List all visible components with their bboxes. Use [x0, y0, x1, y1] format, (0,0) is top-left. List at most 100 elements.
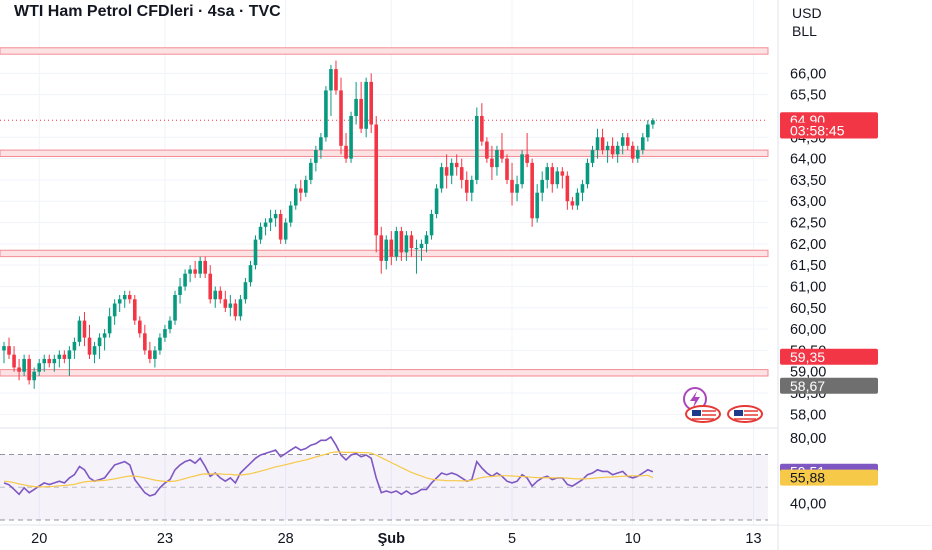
candle[interactable] [117, 295, 122, 313]
candle[interactable] [399, 226, 404, 261]
candle[interactable] [208, 265, 213, 304]
price-badge[interactable]: 03:58:45 [780, 122, 878, 139]
candle[interactable] [268, 209, 273, 232]
support-resistance-zone[interactable] [0, 47, 769, 55]
candle[interactable] [213, 286, 218, 308]
us-flag-event-icon[interactable] [727, 405, 763, 423]
candle[interactable] [293, 184, 298, 210]
candle[interactable] [148, 341, 152, 364]
candle[interactable] [409, 231, 414, 257]
candle[interactable] [575, 188, 580, 210]
candle[interactable] [374, 115, 379, 253]
candle[interactable] [646, 120, 650, 142]
candle[interactable] [339, 77, 343, 155]
rsi-value-badge[interactable]: 55,88 [780, 469, 878, 486]
candle[interactable] [459, 158, 464, 189]
candle[interactable] [369, 73, 373, 134]
candle[interactable] [419, 239, 424, 261]
candle[interactable] [283, 218, 288, 244]
candle[interactable] [37, 358, 42, 376]
candle[interactable] [439, 162, 444, 193]
candle[interactable] [630, 141, 635, 163]
candle[interactable] [127, 290, 132, 304]
candle[interactable] [92, 341, 97, 364]
candle[interactable] [238, 295, 243, 321]
candle[interactable] [122, 290, 127, 308]
candle[interactable] [188, 265, 192, 283]
currency-label[interactable]: USD [792, 5, 822, 21]
candle[interactable] [57, 350, 62, 368]
candle[interactable] [309, 158, 313, 185]
candle[interactable] [298, 179, 303, 202]
time-scale[interactable]: 20 23 28 Şub 5 10 13 [31, 531, 761, 547]
candle[interactable] [158, 333, 162, 355]
candle[interactable] [132, 295, 137, 325]
candle[interactable] [384, 235, 389, 270]
candle[interactable] [429, 209, 434, 240]
candle[interactable] [515, 175, 519, 202]
candle[interactable] [52, 354, 57, 372]
candle[interactable] [107, 307, 112, 338]
candle[interactable] [324, 86, 328, 142]
candle[interactable] [77, 316, 82, 347]
rsi-ma-line[interactable] [3, 451, 654, 488]
candle[interactable] [273, 209, 278, 227]
lightning-icon[interactable] [683, 387, 707, 411]
candle[interactable] [434, 184, 439, 219]
candle[interactable] [203, 256, 207, 278]
candle[interactable] [389, 231, 394, 266]
candle[interactable] [620, 133, 625, 155]
candle[interactable] [253, 235, 258, 270]
candle[interactable] [334, 60, 338, 95]
candle[interactable] [32, 367, 36, 389]
candle[interactable] [404, 231, 409, 261]
candle[interactable] [243, 277, 248, 304]
candle[interactable] [97, 333, 102, 359]
candle[interactable] [500, 133, 504, 163]
candle[interactable] [454, 154, 459, 176]
price-badge[interactable]: 58,67 [780, 377, 878, 394]
candle[interactable] [263, 218, 268, 236]
candle[interactable] [635, 145, 640, 163]
candle[interactable] [651, 118, 655, 129]
candle[interactable] [490, 145, 494, 180]
candle[interactable] [520, 150, 524, 189]
candle[interactable] [112, 299, 117, 325]
candle[interactable] [565, 171, 570, 210]
candle[interactable] [258, 222, 263, 244]
candle[interactable] [610, 137, 615, 159]
candle[interactable] [590, 145, 595, 168]
candle[interactable] [595, 128, 600, 159]
candle[interactable] [475, 107, 479, 185]
candle[interactable] [168, 316, 172, 334]
candle[interactable] [193, 260, 197, 278]
currency-box[interactable] [779, 2, 832, 40]
candle[interactable] [2, 341, 6, 364]
candle[interactable] [424, 231, 429, 253]
candle[interactable] [555, 167, 560, 189]
candle[interactable] [354, 81, 358, 125]
candle[interactable] [62, 350, 67, 364]
candle[interactable] [540, 171, 545, 202]
candle[interactable] [82, 312, 87, 347]
candle[interactable] [641, 133, 645, 155]
candle[interactable] [278, 209, 283, 244]
candle[interactable] [615, 141, 620, 163]
candle[interactable] [585, 158, 590, 189]
candle[interactable] [530, 158, 534, 227]
candle[interactable] [625, 133, 630, 151]
support-resistance-zone[interactable] [0, 249, 769, 258]
candle[interactable] [288, 201, 293, 227]
candle[interactable] [183, 269, 187, 291]
candle[interactable] [153, 346, 157, 368]
candle[interactable] [394, 226, 399, 261]
candle[interactable] [173, 290, 177, 325]
candle[interactable] [464, 171, 469, 202]
candle[interactable] [344, 133, 348, 163]
candle[interactable] [349, 111, 353, 163]
candle[interactable] [480, 103, 484, 146]
candle[interactable] [102, 329, 107, 351]
candle[interactable] [228, 295, 233, 317]
candle[interactable] [27, 354, 31, 385]
